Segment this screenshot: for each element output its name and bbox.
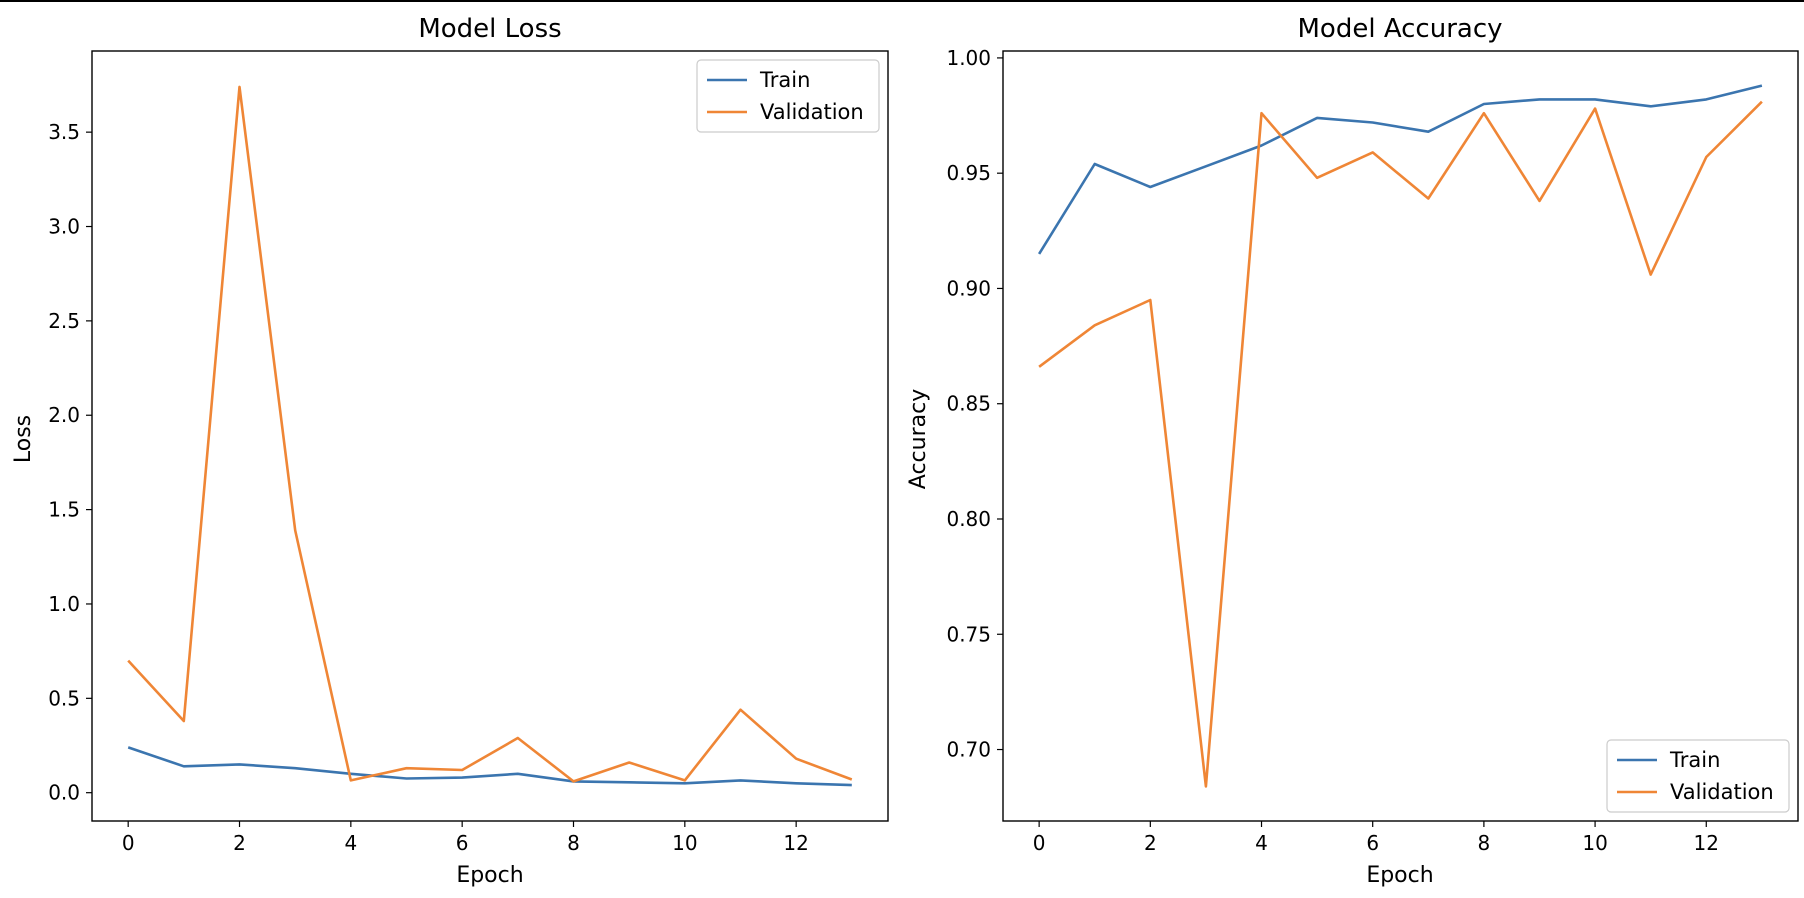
accuracy-x-tick-label: 10	[1582, 831, 1607, 855]
accuracy-x-axis-label: Epoch	[1366, 863, 1433, 888]
loss-y-axis-label: Loss	[11, 415, 36, 463]
loss-legend-label-train: Train	[759, 68, 810, 92]
loss-x-tick-label: 12	[783, 831, 808, 855]
accuracy-x-tick-label: 6	[1366, 831, 1379, 855]
loss-chart-title: Model Loss	[418, 14, 561, 44]
loss-y-tick-label: 3.5	[48, 120, 80, 144]
accuracy-chart: Model Accuracy 0 2 4 6 8 10 12 0.70 0.75 0.80 0.85…	[906, 14, 1799, 888]
loss-y-tick-label: 2.5	[48, 309, 80, 333]
loss-x-tick-label: 2	[233, 831, 246, 855]
loss-series-train-line	[127, 746, 852, 787]
loss-legend-box	[696, 59, 880, 133]
loss-series-validation-line	[127, 85, 853, 783]
loss-plot-area: 0 2 4 6 8 10 12 0.0 0.5 1.0 1.5 2.0 2.5 3.0 3.5 Train Va…	[48, 50, 889, 855]
loss-y-tick-label: 2.0	[48, 403, 80, 427]
accuracy-axes-frame	[1002, 50, 1799, 822]
loss-x-tick-label: 10	[672, 831, 697, 855]
loss-axes-frame	[91, 50, 889, 822]
accuracy-x-tick-label: 2	[1144, 831, 1157, 855]
accuracy-legend-box	[1606, 739, 1790, 813]
loss-y-tick-label: 0.5	[48, 686, 80, 710]
loss-legend-label-validation: Validation	[760, 100, 864, 124]
loss-x-axis-label: Epoch	[456, 863, 523, 888]
accuracy-x-tick-label: 0	[1033, 831, 1046, 855]
accuracy-y-tick-label: 0.75	[946, 622, 991, 646]
accuracy-y-tick-label: 0.85	[946, 392, 991, 416]
accuracy-legend-label-train: Train	[1669, 748, 1720, 772]
loss-x-tick-label: 0	[122, 831, 135, 855]
accuracy-x-tick-label: 12	[1694, 831, 1719, 855]
loss-x-tick-label: 6	[456, 831, 469, 855]
accuracy-y-tick-label: 0.70	[946, 738, 991, 762]
loss-y-tick-label: 0.0	[48, 781, 80, 805]
loss-x-tick-label: 8	[567, 831, 580, 855]
accuracy-legend-label-validation: Validation	[1670, 780, 1774, 804]
accuracy-y-tick-label: 0.80	[946, 507, 991, 531]
accuracy-y-tick-label: 0.95	[946, 161, 991, 185]
loss-x-tick-label: 4	[344, 831, 357, 855]
accuracy-series-validation-line	[1038, 100, 1763, 788]
loss-legend: Train Validation	[696, 59, 880, 133]
loss-y-tick-label: 3.0	[48, 215, 80, 239]
accuracy-x-tick-label: 4	[1255, 831, 1268, 855]
accuracy-series-train-line	[1037, 84, 1763, 255]
accuracy-y-axis-label: Accuracy	[906, 389, 931, 489]
loss-y-tick-label: 1.5	[48, 498, 80, 522]
loss-y-tick-label: 1.0	[48, 592, 80, 616]
accuracy-x-tick-label: 8	[1478, 831, 1491, 855]
accuracy-chart-title: Model Accuracy	[1297, 14, 1502, 44]
accuracy-plot-area: 0 2 4 6 8 10 12 0.70 0.75 0.80 0.85 0.90 0.95 1.00 Tra…	[946, 46, 1799, 855]
accuracy-y-tick-label: 1.00	[946, 46, 991, 70]
accuracy-y-tick-label: 0.90	[946, 276, 991, 300]
loss-chart: Model Loss 0 2 4 6 8 10 12 0.0 0.5 1.0 1.5 2.0 2.5 3.…	[11, 14, 889, 888]
accuracy-legend: Train Validation	[1606, 739, 1790, 813]
